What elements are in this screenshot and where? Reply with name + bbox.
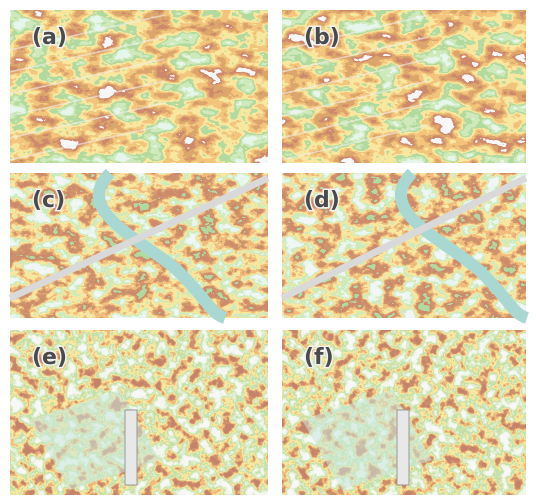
panel-label: (a) xyxy=(32,25,67,50)
panel-label: (e) xyxy=(32,345,67,370)
panel: (d) xyxy=(282,173,527,318)
panel-label: (b) xyxy=(304,25,340,50)
panel: (b) xyxy=(282,10,526,163)
structure xyxy=(397,410,409,485)
panel-label: (d) xyxy=(304,188,340,213)
panel: (e) xyxy=(10,330,268,495)
panel: (a) xyxy=(10,10,268,163)
panel: (c) xyxy=(10,173,268,318)
panel-label: (c) xyxy=(32,188,65,213)
structure xyxy=(125,410,137,485)
panel: (f) xyxy=(282,330,526,495)
figure: (a) (b) (c) (d) (e) (f) xyxy=(0,0,536,501)
panel-label: (f) xyxy=(304,345,334,370)
